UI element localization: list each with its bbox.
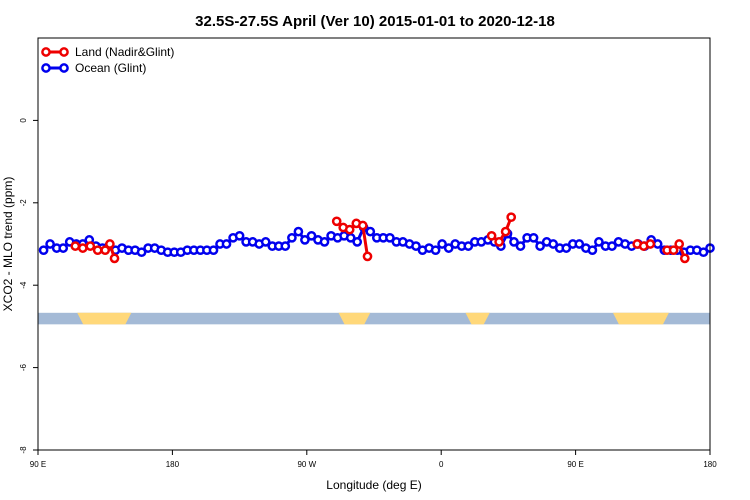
series-1-point-0-73 xyxy=(515,241,526,251)
series-0-point-4-2 xyxy=(674,239,685,249)
x-tick-label-2: 90 W xyxy=(297,460,316,469)
series-0-point-0-0 xyxy=(70,241,81,251)
x-tick-label-5: 180 xyxy=(703,460,717,469)
y-tick-label-2: -4 xyxy=(19,281,28,289)
series-1-point-0-101 xyxy=(698,247,709,258)
series-1-point-0-40 xyxy=(300,235,310,245)
x-tick-label-4: 90 E xyxy=(567,460,583,469)
land-span-0 xyxy=(77,312,132,325)
series-1-point-0-41 xyxy=(306,230,317,241)
series-1-point-0-72 xyxy=(509,237,519,247)
series-1-point-0-15 xyxy=(136,247,147,258)
series-1-point-0-82 xyxy=(574,239,585,249)
series-0-point-4-1 xyxy=(668,245,679,256)
x-tick-label-3: 0 xyxy=(439,460,444,469)
series-0-point-0-4 xyxy=(100,245,111,256)
y-tick-label-1: -6 xyxy=(19,363,28,371)
series-0-point-0-5 xyxy=(105,239,115,249)
series-1-point-0-61 xyxy=(437,239,447,249)
series-0-point-2-3 xyxy=(506,212,517,223)
series-1-point-0-43 xyxy=(319,237,330,247)
series-0-point-1-2 xyxy=(344,224,355,235)
series-1-point-0-84 xyxy=(587,245,598,256)
series-1-point-0-3 xyxy=(58,243,69,253)
y-tick-label-4: 0 xyxy=(19,118,28,123)
series-1-point-0-76 xyxy=(535,241,545,251)
series-1-point-0-57 xyxy=(411,241,421,251)
series-0-point-1-5 xyxy=(362,251,373,262)
series-0-point-0-6 xyxy=(109,253,120,264)
land-ocean-band xyxy=(38,312,710,325)
plot-frame xyxy=(37,37,711,451)
x-axis: 90 E 180 90 W 0 90 E 180 xyxy=(30,450,717,469)
series-0-point-4-3 xyxy=(679,253,690,264)
series-0-point-0-3 xyxy=(92,245,103,256)
y-axis: -8 -6 -4 -2 0 xyxy=(19,118,38,454)
legend-label-0: Land (Nadir&Glint) xyxy=(75,45,174,59)
series-1-point-0-75 xyxy=(528,232,539,243)
series-layer xyxy=(38,212,715,264)
land-span-3 xyxy=(612,312,669,325)
series-0-point-1-4 xyxy=(357,220,368,231)
x-tick-label-1: 180 xyxy=(166,460,180,469)
x-axis-label: Longitude (deg E) xyxy=(326,478,421,492)
legend-marker-right-1 xyxy=(59,63,69,73)
series-1-point-0-48 xyxy=(352,237,363,247)
land-span-1 xyxy=(338,312,371,325)
series-1-point-0-0 xyxy=(38,245,49,256)
series-1-point-0-87 xyxy=(607,241,617,251)
x-tick-label-0: 90 E xyxy=(30,460,46,469)
series-0-point-2-2 xyxy=(500,226,511,237)
series-1-point-0-65 xyxy=(463,241,474,251)
legend-marker-left-1 xyxy=(41,63,51,73)
y-tick-label-3: -2 xyxy=(19,199,28,207)
series-1-point-0-94 xyxy=(652,239,663,249)
series-1-point-0-60 xyxy=(430,245,441,256)
series-0-point-0-1 xyxy=(77,243,88,253)
series-1-point-0-62 xyxy=(443,243,454,253)
series-1-point-0-80 xyxy=(561,243,572,253)
series-1-point-0-78 xyxy=(548,239,559,249)
series-1-point-0-34 xyxy=(260,237,271,247)
legend-marker-left-0 xyxy=(41,47,51,57)
series-0-point-2-0 xyxy=(486,230,497,241)
y-tick-label-0: -8 xyxy=(19,446,28,454)
series-1-point-0-53 xyxy=(385,232,395,243)
series-1-point-0-37 xyxy=(280,241,291,251)
series-1-point-0-38 xyxy=(287,232,297,243)
series-1-point-0-30 xyxy=(234,230,245,241)
series-1-point-0-39 xyxy=(293,226,304,237)
series-0-point-1-0 xyxy=(331,216,342,227)
series-1-point-0-28 xyxy=(221,239,232,249)
series-1-point-0-50 xyxy=(365,226,376,237)
legend-label-1: Ocean (Glint) xyxy=(75,61,146,75)
series-0-point-3-2 xyxy=(645,239,656,249)
series-1-point-0-1 xyxy=(45,239,55,249)
series-0-point-2-1 xyxy=(494,237,504,247)
y-axis-label: XCO2 - MLO trend (ppm) xyxy=(1,177,15,312)
legend-marker-right-0 xyxy=(59,47,69,57)
series-0-point-0-2 xyxy=(85,241,96,251)
land-span-2 xyxy=(465,312,490,325)
chart-title: 32.5S-27.5S April (Ver 10) 2015-01-01 to… xyxy=(195,13,555,30)
series-1-point-0-26 xyxy=(208,245,219,256)
legend: Land (Nadir&Glint) Ocean (Glint) xyxy=(41,45,174,75)
ocean-band xyxy=(38,312,710,325)
series-1-point-0-85 xyxy=(594,237,604,247)
